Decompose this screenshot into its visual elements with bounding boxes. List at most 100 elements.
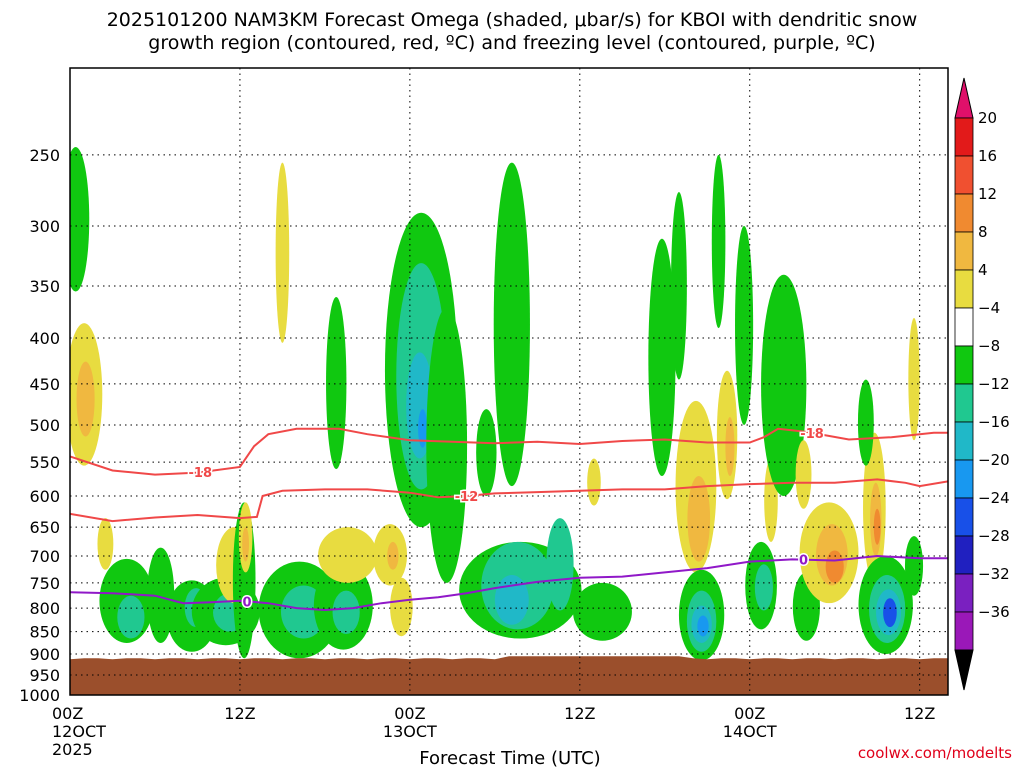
colorbar-swatch-6 bbox=[954, 345, 974, 385]
colorbar-label-6: −8 bbox=[978, 337, 1000, 355]
y-tick-300: 300 bbox=[29, 217, 60, 236]
omega-shade-69 bbox=[908, 318, 920, 441]
colorbar-label-0: 20 bbox=[978, 109, 997, 127]
omega-shade-23 bbox=[387, 541, 399, 570]
colorbar: 20 16 12 8 4 −4 −8 −12 −16 −20 −24 −28 −32 −36 bbox=[954, 77, 1010, 691]
y-tick-550: 550 bbox=[29, 453, 60, 472]
colorbar-label-8: −16 bbox=[978, 413, 1010, 431]
omega-shade-36 bbox=[546, 518, 574, 611]
omega-shade-24 bbox=[390, 577, 413, 637]
omega-shade-14 bbox=[242, 527, 249, 562]
omega-shade-2 bbox=[76, 361, 95, 437]
colorbar-label-3: 8 bbox=[978, 223, 988, 241]
contour-label--18-0: -18 bbox=[189, 466, 213, 481]
contour-label--12-0: -12 bbox=[455, 490, 479, 505]
omega-shade-39 bbox=[648, 238, 676, 477]
colorbar-swatch-8 bbox=[954, 421, 974, 461]
plot-frame bbox=[69, 67, 949, 696]
y-tick-800: 800 bbox=[29, 599, 60, 618]
colorbar-swatch-4 bbox=[954, 269, 974, 309]
omega-shade-50 bbox=[735, 225, 754, 425]
colorbar-swatch-5 bbox=[954, 307, 974, 347]
omega-shade-28 bbox=[418, 409, 428, 448]
colorbar-label-12: −32 bbox=[978, 565, 1010, 583]
colorbar-swatch-0 bbox=[954, 117, 974, 157]
y-tick-650: 650 bbox=[29, 518, 60, 537]
omega-shade-0 bbox=[70, 147, 90, 292]
y-tick-450: 450 bbox=[29, 375, 60, 394]
chart-title-line-2: growth region (contoured, red, ºC) and f… bbox=[148, 32, 875, 54]
contour-layer: -18 -18 -12 0 0 bbox=[70, 425, 948, 612]
colorbar-label-1: 16 bbox=[978, 147, 997, 165]
y-axis-pressure: 250 300 350 400 450 500 550 600 650 700 750 800 850 9… bbox=[19, 146, 60, 705]
contour-label-0-1: 0 bbox=[799, 554, 808, 569]
credit-text: coolwx.com/modelts bbox=[858, 744, 1012, 762]
omega-shade-49 bbox=[711, 154, 726, 329]
omega-shade-30 bbox=[439, 492, 463, 559]
colorbar-swatch-1 bbox=[954, 155, 974, 195]
omega-shade-48 bbox=[725, 417, 735, 477]
omega-shade-40 bbox=[671, 192, 687, 380]
chart-title-line-1: 2025101200 NAM3KM Forecast Omega (shaded… bbox=[107, 9, 918, 31]
y-tick-900: 900 bbox=[29, 645, 60, 664]
colorbar-label-13: −36 bbox=[978, 603, 1010, 621]
contour--18 bbox=[70, 427, 948, 476]
y-tick-250: 250 bbox=[29, 146, 60, 165]
omega-shade-63 bbox=[857, 379, 874, 466]
x-tick-date-48: 14OCT bbox=[723, 722, 777, 741]
x-axis-label: Forecast Time (UTC) bbox=[419, 748, 600, 768]
x-tick-0: 00Z bbox=[52, 704, 83, 723]
omega-shade-38 bbox=[587, 458, 601, 506]
contour-0 bbox=[70, 554, 948, 612]
colorbar-label-9: −20 bbox=[978, 451, 1010, 469]
colorbar-bottom-arrow bbox=[954, 649, 974, 691]
colorbar-swatch-2 bbox=[954, 193, 974, 233]
omega-shade-55 bbox=[795, 440, 812, 509]
colorbar-swatch-3 bbox=[954, 231, 974, 271]
colorbar-label-11: −28 bbox=[978, 527, 1010, 545]
omega-shade-21 bbox=[326, 296, 347, 470]
y-tick-500: 500 bbox=[29, 416, 60, 435]
colorbar-label-5: −4 bbox=[978, 299, 1000, 317]
omega-shade-52 bbox=[754, 564, 773, 611]
colorbar-swatch-11 bbox=[954, 535, 974, 575]
omega-shade-67 bbox=[883, 598, 897, 628]
y-tick-1000: 1000 bbox=[19, 686, 60, 705]
y-tick-600: 600 bbox=[29, 487, 60, 506]
colorbar-label-10: −24 bbox=[978, 489, 1010, 507]
colorbar-swatch-13 bbox=[954, 611, 974, 651]
contour-label--18-1: -18 bbox=[800, 427, 824, 442]
omega-shade-32 bbox=[476, 409, 497, 496]
x-tick-36: 12Z bbox=[564, 704, 595, 723]
ground-below-surface bbox=[70, 656, 948, 695]
x-tick-year-0: 2025 bbox=[52, 740, 93, 759]
y-tick-850: 850 bbox=[29, 623, 60, 642]
colorbar-swatch-9 bbox=[954, 459, 974, 499]
omega-shade-68 bbox=[904, 536, 924, 596]
omega-shade-5 bbox=[117, 595, 145, 639]
colorbar-swatch-7 bbox=[954, 383, 974, 423]
contour--12 bbox=[70, 478, 948, 523]
x-tick-60: 12Z bbox=[904, 704, 935, 723]
y-tick-350: 350 bbox=[29, 277, 60, 296]
omega-shade-3 bbox=[97, 518, 114, 570]
colorbar-label-2: 12 bbox=[978, 185, 997, 203]
y-tick-400: 400 bbox=[29, 329, 60, 348]
omega-shading-layer bbox=[70, 147, 924, 661]
grid-layer bbox=[70, 68, 948, 695]
colorbar-top-arrow bbox=[954, 77, 974, 119]
colorbar-label-4: 4 bbox=[978, 261, 988, 279]
omega-shade-54 bbox=[761, 274, 807, 496]
y-tick-700: 700 bbox=[29, 547, 60, 566]
x-tick-12: 12Z bbox=[224, 704, 255, 723]
x-tick-48: 00Z bbox=[734, 704, 765, 723]
omega-shade-42 bbox=[687, 476, 711, 562]
colorbar-swatch-10 bbox=[954, 497, 974, 537]
omega-shade-19 bbox=[332, 590, 360, 634]
contour-label-0-0: 0 bbox=[242, 595, 251, 610]
y-tick-950: 950 bbox=[29, 666, 60, 685]
omega-shade-59 bbox=[825, 550, 844, 583]
omega-shade-62 bbox=[873, 508, 881, 545]
